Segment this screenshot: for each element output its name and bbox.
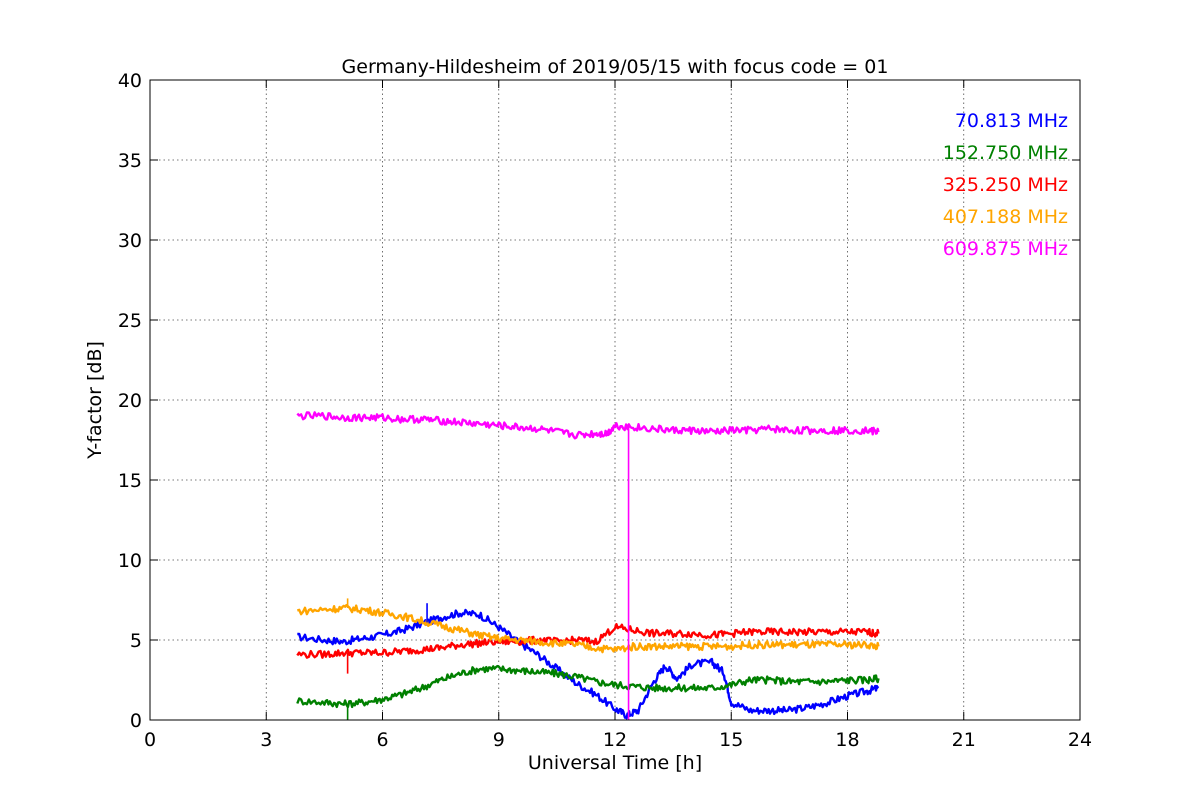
series-line-325250-mhz [296, 623, 880, 659]
y-tick-label: 10 [118, 550, 142, 572]
series-line-70813-mhz [297, 608, 880, 720]
grid-layer [150, 80, 1080, 720]
y-tick-label: 40 [118, 70, 142, 92]
legend-item: 609.875 MHz [943, 238, 1068, 260]
x-tick-label: 9 [493, 729, 505, 751]
y-tick-label: 25 [118, 310, 142, 332]
legend-item: 407.188 MHz [943, 206, 1068, 228]
y-tick-label: 15 [118, 470, 142, 492]
series-line-407188-mhz [296, 603, 880, 654]
x-tick-label: 0 [144, 729, 156, 751]
legend-item: 70.813 MHz [955, 110, 1068, 132]
x-tick-label: 15 [719, 729, 743, 751]
ticks-layer: 0 3 6 9 12 15 18 21 24 0 5 10 15 20 25 30 35 40 [118, 70, 1092, 751]
x-tick-label: 3 [260, 729, 272, 751]
legend: 70.813 MHz 152.750 MHz 325.250 MHz 407.188 … [943, 110, 1068, 260]
chart-title: Germany-Hildesheim of 2019/05/15 with fo… [342, 56, 889, 78]
y-tick-label: 5 [130, 630, 142, 652]
x-tick-label: 24 [1068, 729, 1092, 751]
series-line-152750-mhz [296, 664, 880, 709]
y-tick-label: 35 [118, 150, 142, 172]
series-line-609875-mhz [296, 411, 880, 440]
x-tick-label: 21 [952, 729, 976, 751]
legend-item: 325.250 MHz [943, 174, 1068, 196]
series-layer [296, 411, 880, 720]
x-tick-label: 6 [376, 729, 388, 751]
y-tick-label: 0 [130, 710, 142, 732]
x-axis-label: Universal Time [h] [528, 752, 702, 774]
x-tick-label: 12 [603, 729, 627, 751]
y-tick-label: 20 [118, 390, 142, 412]
legend-item: 152.750 MHz [943, 142, 1068, 164]
y-axis-label: Y-factor [dB] [84, 341, 106, 460]
x-tick-label: 18 [835, 729, 859, 751]
y-tick-label: 30 [118, 230, 142, 252]
